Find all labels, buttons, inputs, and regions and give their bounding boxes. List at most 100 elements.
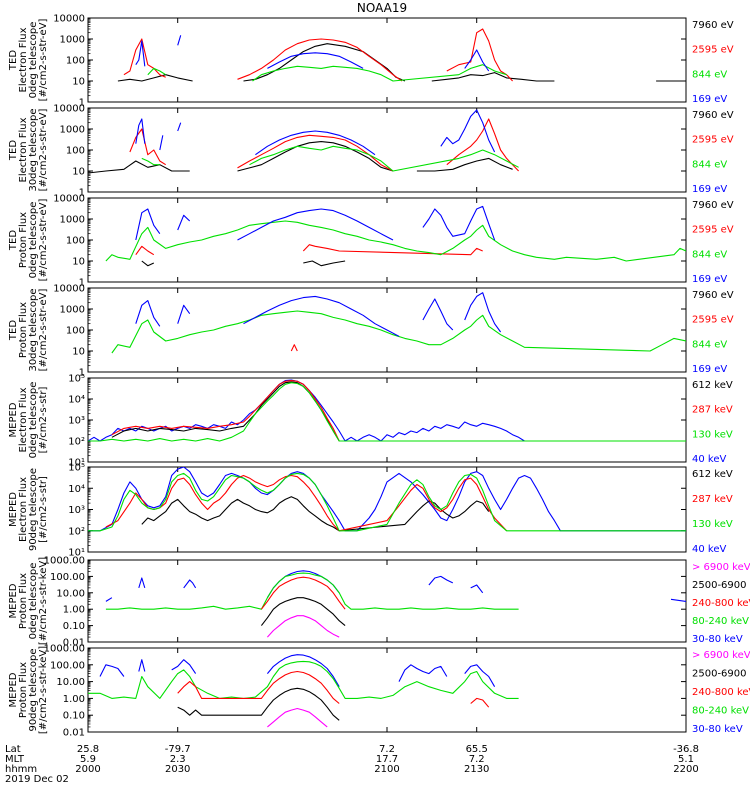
series-line-3 (135, 205, 496, 241)
series-group (88, 467, 686, 532)
x-tick-label-hhmm: 2100 (374, 764, 399, 775)
y-tick-label: 10 (72, 77, 85, 88)
legend-entry: 844 eV (692, 339, 727, 350)
legend-entry: 2500-6900 (692, 580, 747, 591)
panel3: 10000 1000 100 10 1 TED Proton Flux 0deg telesc… (8, 194, 734, 289)
legend-entry: 612 keV (692, 380, 733, 391)
panel-frame (87, 197, 687, 283)
series-group (105, 570, 686, 638)
legend-entry: 612 keV (692, 469, 733, 480)
legend-entry: 287 keV (692, 494, 733, 505)
series-line-1 (123, 28, 513, 82)
y-tick-label: 10³ (68, 505, 85, 516)
y-tick-label: 0.01 (63, 728, 85, 739)
x-tick-label-hhmm: 2000 (75, 764, 100, 775)
series-group (117, 28, 686, 82)
legend-entry: 130 keV (692, 519, 733, 530)
y-tick-label: 10000 (53, 194, 85, 205)
y-tick-label: 100 (66, 56, 85, 67)
panel8: 1000.00 100.00 10.00 1.00 0.10 0.01 MEPED Proto… (8, 644, 750, 739)
y-tick-label: 10⁴ (68, 484, 85, 495)
y-axis-label: MEPED (8, 583, 19, 618)
series-group (111, 292, 686, 354)
legend-entry: 7960 eV (692, 290, 734, 301)
y-tick-label: 10⁵ (68, 463, 85, 474)
date-label: 2019 Dec 02 (5, 774, 69, 785)
y-tick-label: 10000 (53, 14, 85, 25)
legend-entry: 169 eV (692, 184, 727, 195)
legend-entry: 2595 eV (692, 135, 734, 146)
y-axis-label: Proton Flux (18, 302, 29, 358)
panel2: 10000 1000 100 10 1 TED Electron Flux 30deg tel… (8, 104, 734, 199)
y-axis-label: Electron Flux (18, 477, 29, 542)
y-tick-label: 10⁴ (68, 395, 85, 406)
legend-entry: > 6900 keV (692, 650, 750, 661)
legend-entry: 2595 eV (692, 315, 734, 326)
y-tick-label: 10¹ (68, 548, 85, 559)
x-tick-label-mlt: 7.2 (469, 754, 485, 765)
series-line-0 (290, 344, 298, 352)
y-tick-label: 10000 (53, 104, 85, 115)
series-line-2 (147, 64, 507, 82)
series-group (88, 379, 686, 442)
y-tick-label: 100.00 (50, 572, 85, 583)
y-axis-label: Electron Flux (18, 27, 29, 92)
series-line-1 (111, 381, 340, 442)
x-row-label: hhmm (5, 764, 37, 775)
y-axis-label: Electron Flux (18, 387, 29, 452)
y-tick-label: 10 (72, 257, 85, 268)
series-line-2 (260, 576, 346, 610)
legend-entry: 844 eV (692, 69, 727, 80)
panel-frame (87, 377, 687, 463)
legend-entry: 7960 eV (692, 200, 734, 211)
x-tick-label-lat: -79.7 (165, 744, 191, 755)
legend-entry: 240-800 keV (692, 598, 750, 609)
x-row-label: Lat (5, 744, 21, 755)
y-axis-label: 0deg telescope (28, 382, 39, 459)
y-tick-label: 1000 (60, 35, 85, 46)
y-axis-label: [#/cm2-s-str] (38, 386, 49, 453)
series-line-1 (141, 496, 490, 532)
y-tick-label: 10000 (53, 284, 85, 295)
y-axis-label: Proton Flux (18, 212, 29, 268)
panel7: 1000.00 100.00 10.00 1.00 0.10 0.01 MEPED Proto… (8, 556, 750, 649)
y-tick-label: 10² (68, 437, 85, 448)
y-axis-label: [#/cm2-s-str-eV] (38, 289, 49, 372)
y-tick-label: 1000.00 (44, 644, 85, 655)
y-tick-label: 10.00 (56, 677, 85, 688)
y-axis-label: 30deg telescope (28, 108, 39, 191)
y-tick-label: 1000 (60, 215, 85, 226)
series-line-0 (141, 260, 346, 267)
x-axis-labels: LatMLThhmm25.85.92000-79.72.320307.217.7… (5, 744, 699, 785)
panel-frame (87, 559, 687, 643)
y-axis-label: [#/cm2-s-str-eV] (38, 109, 49, 192)
panel-frame (87, 647, 687, 733)
x-tick-label-lat: 7.2 (379, 744, 395, 755)
y-tick-label: 100.00 (50, 660, 85, 671)
series-line-3 (135, 35, 490, 72)
legend-entry: 287 keV (692, 405, 733, 416)
y-tick-label: 0.10 (63, 711, 85, 722)
panel1: 10000 1000 100 10 1 TED Electron Flux 0deg tele… (8, 14, 734, 109)
legend-entry: 2500-6900 (692, 669, 747, 680)
series-line-0 (117, 43, 686, 82)
y-axis-label: 0deg telescope (28, 22, 39, 99)
series-line-0 (88, 379, 686, 442)
x-tick-label-lat: 25.8 (77, 744, 99, 755)
legend-entry: 30-80 keV (692, 724, 743, 735)
series-line-1 (135, 244, 483, 256)
series-line-1 (129, 118, 519, 172)
legend-entry: 80-240 keV (692, 706, 749, 717)
y-tick-label: 1 (79, 188, 85, 199)
y-axis-label: [#/cm2-s-str-eV] (38, 19, 49, 102)
y-tick-label: 10 (72, 347, 85, 358)
series-line-2 (141, 145, 519, 172)
x-tick-label-mlt: 2.3 (170, 754, 186, 765)
y-tick-label: 1 (79, 278, 85, 289)
series-line-3 (260, 597, 346, 627)
y-tick-label: 1 (79, 368, 85, 379)
y-tick-label: 0.10 (63, 621, 85, 632)
x-tick-label-hhmm: 2030 (165, 764, 190, 775)
y-tick-label: 10³ (68, 416, 85, 427)
